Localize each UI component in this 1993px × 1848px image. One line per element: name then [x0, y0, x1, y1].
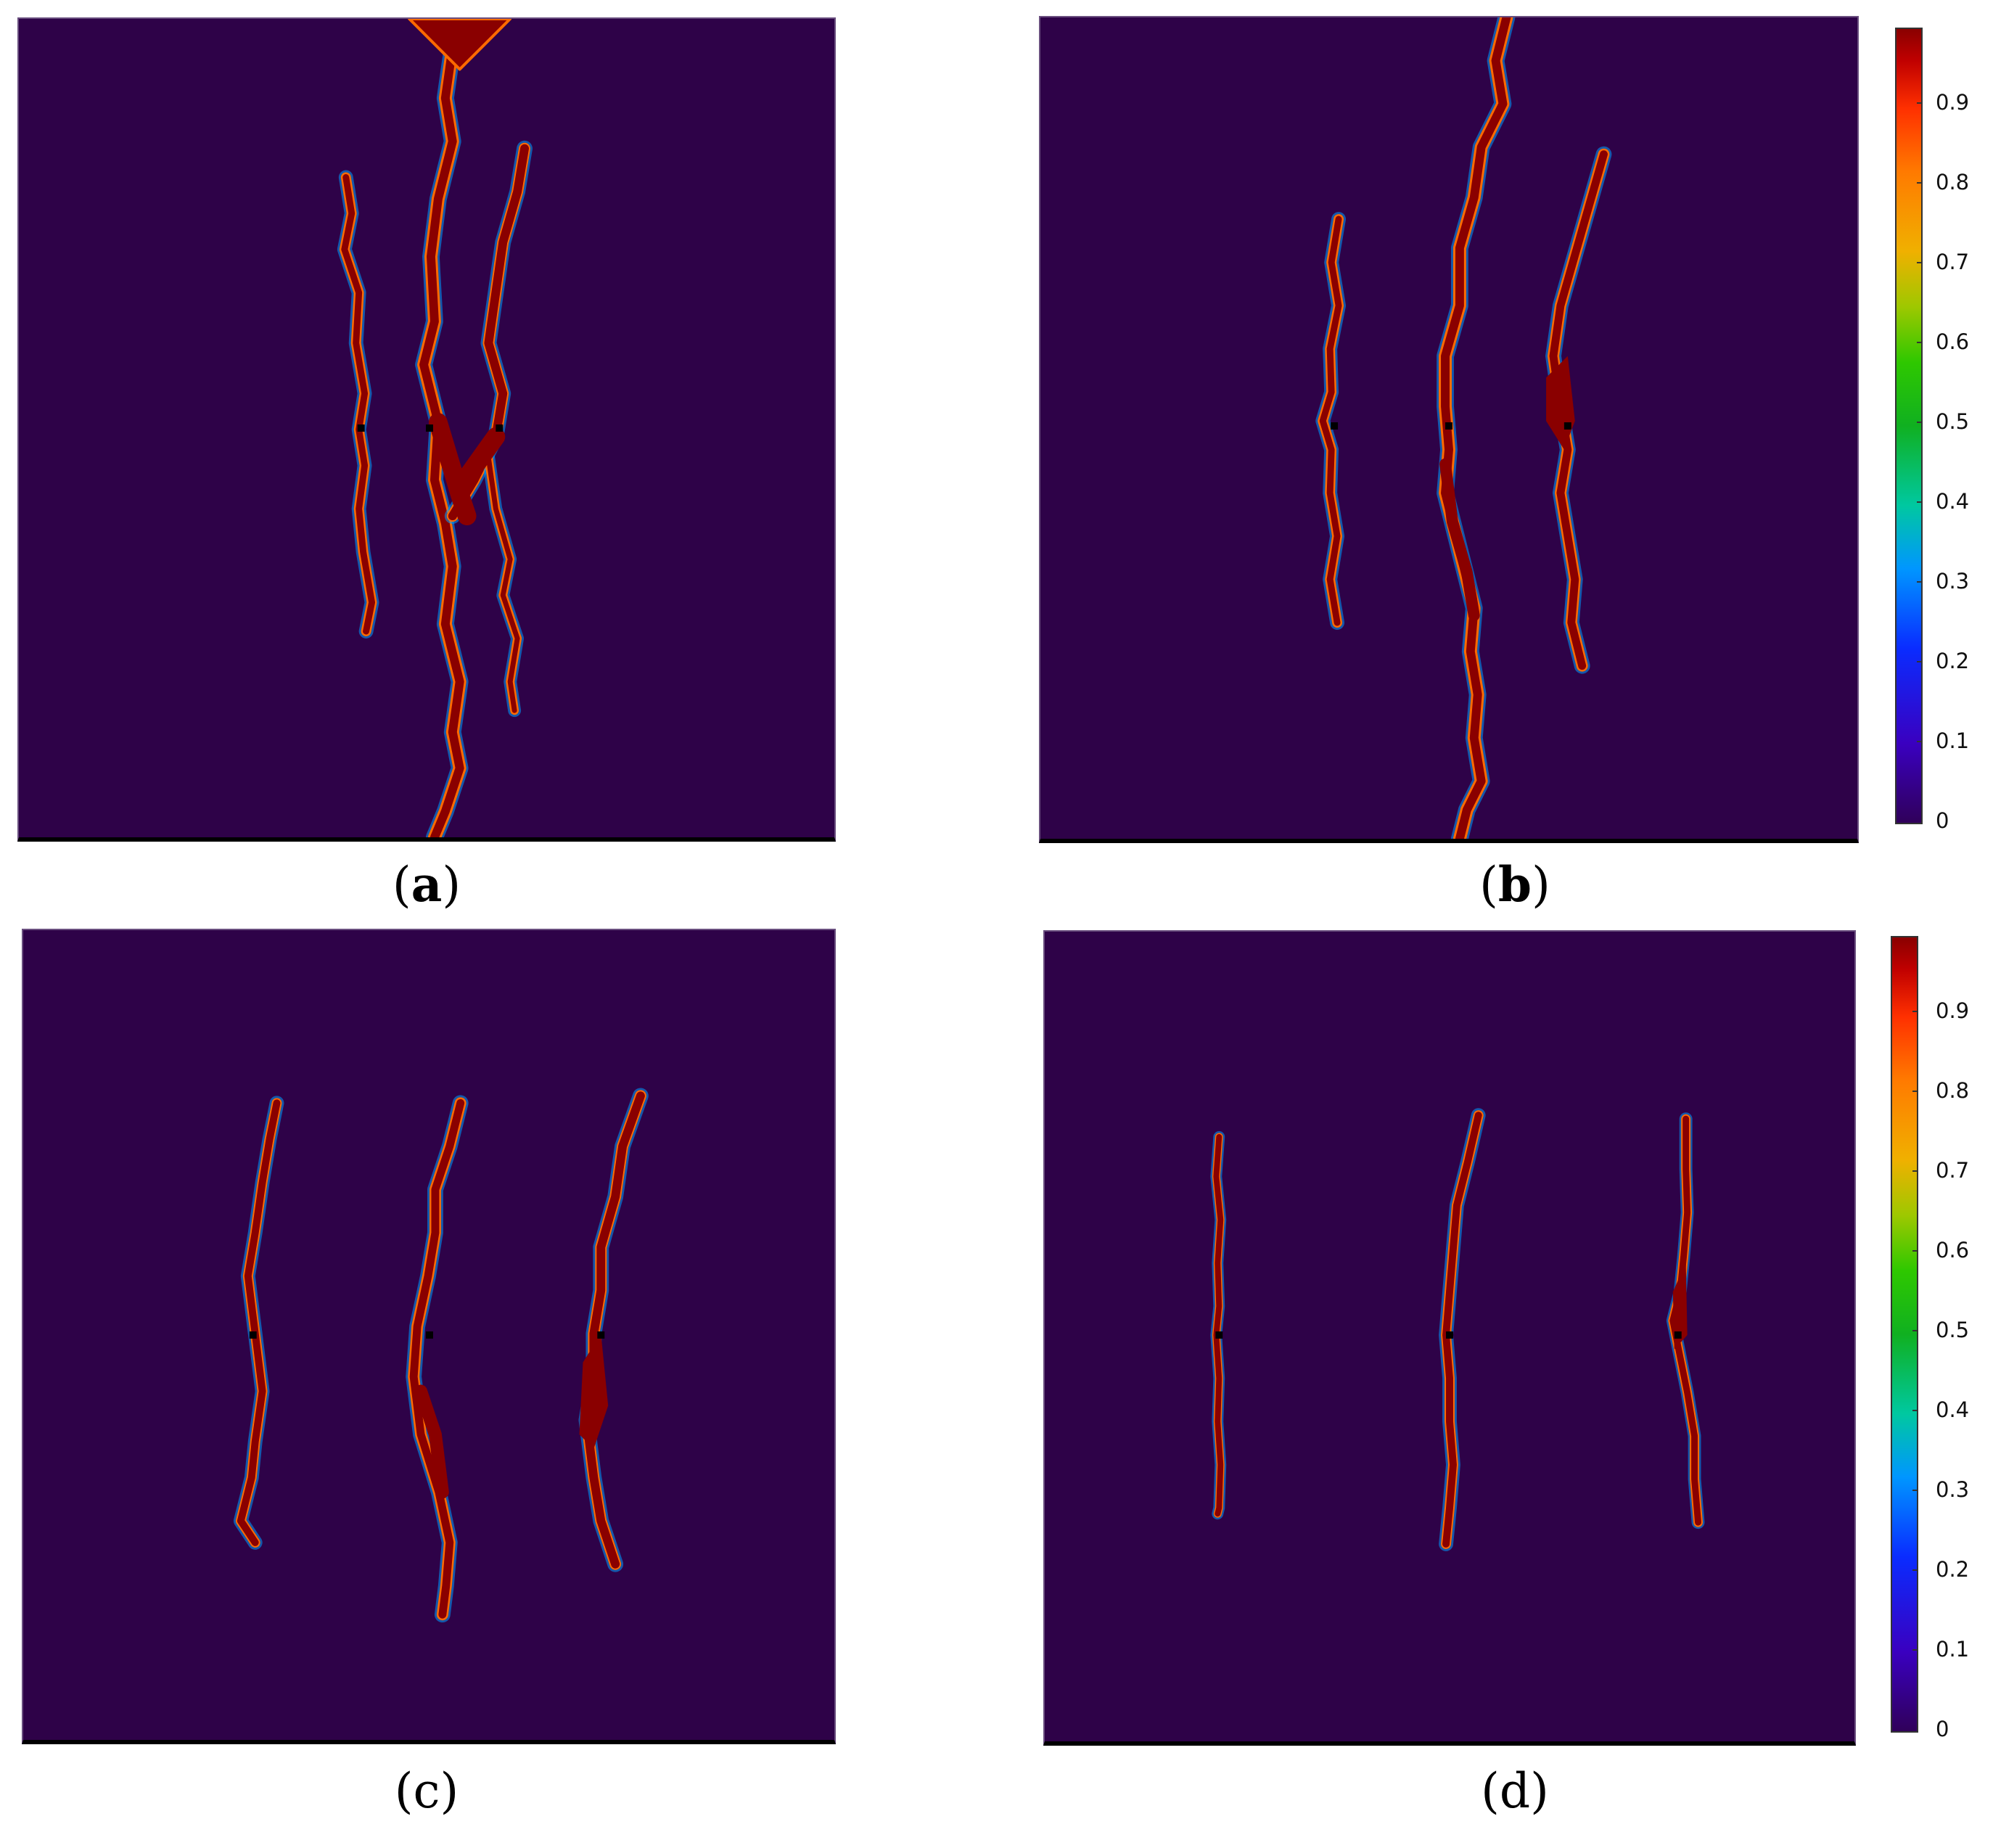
- colorbar-bottom-tick: 0.2: [1936, 1557, 1970, 1582]
- panel-c-cracks: [233, 1088, 649, 1623]
- colorbar-top-tick: 0.1: [1936, 728, 1970, 753]
- colorbar-bottom-tick: 0: [1936, 1717, 1949, 1741]
- colorbar-top-tick: 0.7: [1936, 250, 1970, 274]
- panel-b-cracks: [1315, 17, 1612, 839]
- caption-b: (b): [1479, 856, 1550, 913]
- colorbar-bottom-tick: 0.4: [1936, 1397, 1970, 1422]
- colorbar-bottom-tick: 0.6: [1936, 1238, 1970, 1262]
- colorbar-bottom-tick: 0.7: [1936, 1158, 1970, 1183]
- panel-d-cracks: [1210, 1108, 1705, 1551]
- colorbar-bottom: [1891, 936, 1918, 1733]
- colorbar-top-tick: 0.5: [1936, 409, 1970, 434]
- colorbar-bottom-tick: 0.1: [1936, 1637, 1970, 1662]
- colorbar-top-tick: 0.2: [1936, 649, 1970, 673]
- panel-d-image: [1043, 930, 1856, 1746]
- colorbar-bottom-tick: 0.8: [1936, 1078, 1970, 1103]
- panel-a-image: [17, 17, 836, 842]
- colorbar-top-tick: 0.6: [1936, 329, 1970, 354]
- panel-a-cracks: [337, 19, 533, 837]
- panel-c-image: [22, 929, 836, 1744]
- colorbar-bottom-tick: 0.9: [1936, 998, 1970, 1023]
- panel-b-image: [1039, 16, 1859, 843]
- colorbar-bottom-tick: 0.5: [1936, 1318, 1970, 1342]
- colorbar-top-tick: 0: [1936, 808, 1949, 833]
- colorbar-top-tick: 0.4: [1936, 489, 1970, 514]
- colorbar-top-tick: 0.9: [1936, 90, 1970, 115]
- colorbar-top: [1895, 28, 1923, 824]
- colorbar-top-tick: 0.8: [1936, 170, 1970, 194]
- caption-d: (d): [1481, 1763, 1549, 1819]
- caption-a: (a): [392, 856, 461, 913]
- colorbar-top-tick: 0.3: [1936, 569, 1970, 594]
- caption-c: (c): [394, 1763, 459, 1819]
- colorbar-bottom-tick: 0.3: [1936, 1477, 1970, 1502]
